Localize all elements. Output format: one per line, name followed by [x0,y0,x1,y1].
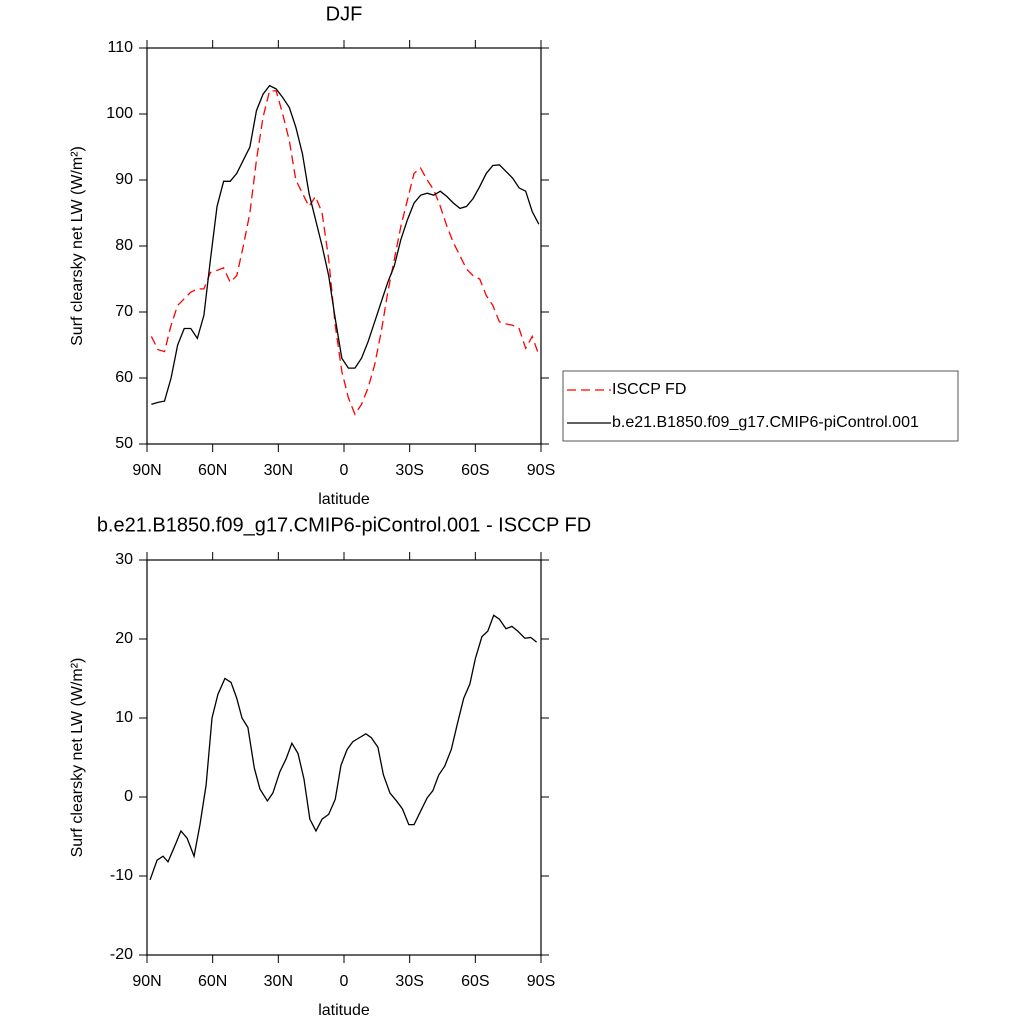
legend-label: ISCCP FD [612,381,686,398]
x-tick-label: 60S [461,462,489,479]
x-tick-label: 60S [461,973,489,990]
y-tick-label: 10 [115,709,133,726]
x-tick-label: 90N [132,462,161,479]
x-tick-label: 90S [527,973,555,990]
x-tick-label: 90S [527,462,555,479]
data-line [149,614,538,881]
y-tick-label: -20 [110,946,133,963]
y-tick-label: 0 [124,788,133,805]
x-tick-label: 0 [340,973,349,990]
y-axis-label: Surf clearsky net LW (W/m²) [69,146,86,346]
legend-label: b.e21.B1850.f09_g17.CMIP6-piControl.001 [612,414,919,431]
data-line [151,84,540,406]
x-tick-label: 30N [264,973,293,990]
x-tick-label: 60N [198,462,227,479]
x-tick-label: 30S [395,973,423,990]
y-tick-label: 110 [107,39,133,56]
legend-box [562,370,959,442]
chart-title: b.e21.B1850.f09_g17.CMIP6-piControl.001 … [97,514,591,536]
y-tick-label: 20 [115,630,133,647]
y-tick-label: 80 [115,237,133,254]
y-tick-label: -10 [110,867,133,884]
chart-title: DJF [326,3,363,25]
x-tick-label: 60N [198,973,227,990]
x-tick-label: 30S [395,462,423,479]
y-tick-label: 90 [115,171,133,188]
y-tick-label: 50 [115,435,133,452]
y-axis-label: Surf clearsky net LW (W/m²) [69,658,86,858]
y-tick-label: 30 [115,551,133,568]
x-tick-label: 30N [264,462,293,479]
y-tick-label: 70 [115,303,133,320]
plot-frame [146,47,542,445]
x-tick-label: 90N [132,973,161,990]
x-axis-label: latitude [318,1002,370,1019]
x-axis-label: latitude [318,491,370,508]
y-tick-label: 60 [115,369,133,386]
y-tick-label: 100 [106,105,133,122]
x-tick-label: 0 [340,462,349,479]
data-line [150,90,540,416]
